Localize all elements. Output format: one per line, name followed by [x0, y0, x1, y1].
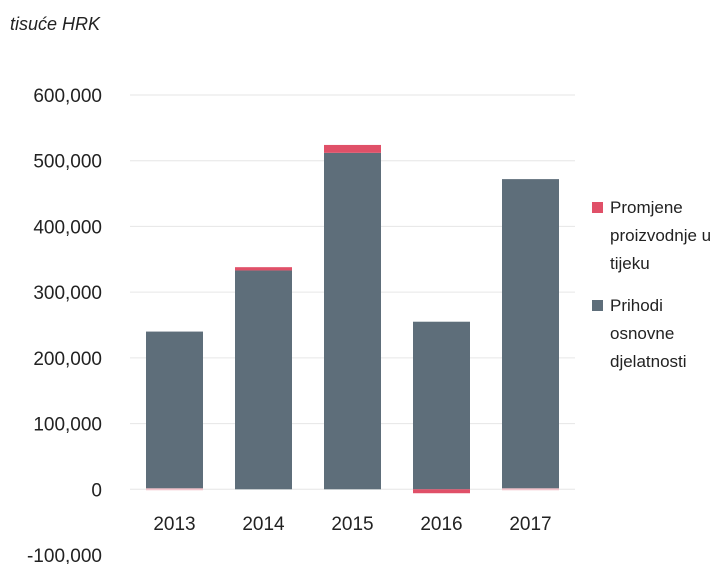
x-tick-label: 2013: [153, 514, 195, 535]
bar-promjene-2014: [235, 267, 292, 271]
y-tick-label: 300,000: [33, 283, 102, 304]
bar-prihodi-2017: [502, 179, 559, 490]
x-tick-label: 2016: [420, 514, 462, 535]
bar-promjene-2016: [413, 489, 470, 494]
bar-prihodi-2015: [324, 152, 381, 490]
bar-prihodi-2013: [146, 331, 203, 490]
x-tick-label: 2014: [242, 514, 285, 535]
legend-label-prihodi: Prihodi osnovne djelatnosti: [610, 296, 687, 371]
y-tick-label: 0: [91, 480, 102, 501]
unit-label: tisuće HRK: [10, 14, 101, 34]
x-tick-label: 2017: [509, 514, 551, 535]
bar-promjene-2015: [324, 144, 381, 153]
legend-swatch-prihodi: [592, 300, 603, 311]
y-tick-label: 100,000: [33, 415, 102, 436]
bar-prihodi-2014: [235, 270, 292, 490]
legend-swatch-promjene: [592, 202, 603, 213]
bar-promjene-2017: [502, 488, 559, 491]
legend-label-promjene: Promjene proizvodnje u tijeku: [610, 198, 712, 273]
y-tick-label: 500,000: [33, 152, 102, 173]
y-tick-label: 200,000: [33, 349, 102, 370]
bar-promjene-2013: [146, 488, 203, 491]
bar-prihodi-2016: [413, 321, 470, 490]
legend-item-prihodi: Prihodi osnovne djelatnosti: [592, 292, 717, 376]
y-tick-label: 600,000: [33, 86, 102, 107]
legend: Promjene proizvodnje u tijeku Prihodi os…: [592, 194, 717, 390]
y-tick-label: 400,000: [33, 217, 102, 238]
legend-item-promjene: Promjene proizvodnje u tijeku: [592, 194, 717, 278]
x-tick-label: 2015: [331, 514, 373, 535]
y-tick-label: -100,000: [27, 546, 102, 564]
